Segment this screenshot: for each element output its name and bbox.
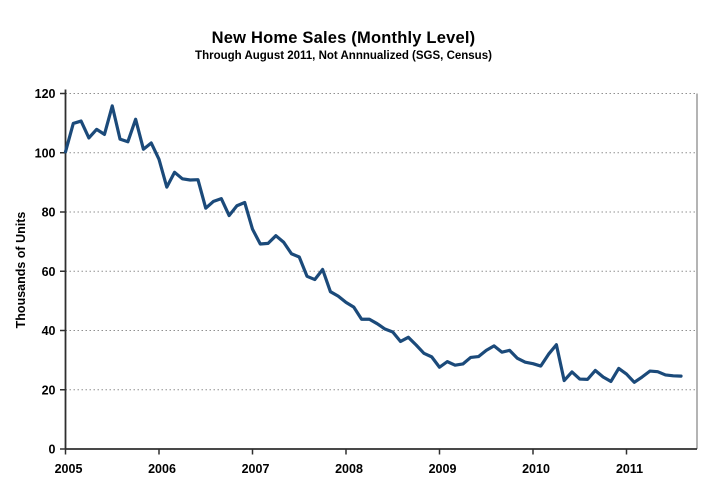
x-tick-label: 2009: [429, 462, 457, 476]
x-tick-label: 2006: [148, 462, 176, 476]
x-tick-label: 2011: [616, 462, 643, 476]
y-tick-label: 60: [42, 265, 56, 279]
x-tick-label: 2010: [522, 462, 550, 476]
y-tick-label: 40: [42, 324, 56, 338]
y-tick-label: 20: [42, 383, 56, 397]
data-line: [63, 104, 683, 384]
chart-subtitle: Through August 2011, Not Annnualized (SG…: [195, 50, 492, 62]
x-tick-label: 2007: [242, 462, 270, 476]
y-tick-label: 100: [35, 146, 56, 160]
y-tick-label: 0: [49, 443, 56, 457]
x-tick-label: 2008: [335, 462, 363, 476]
y-tick-label: 120: [35, 87, 56, 101]
x-tick-label: 2005: [55, 462, 83, 476]
chart-title: New Home Sales (Monthly Level): [211, 29, 476, 47]
y-tick-label: 80: [42, 206, 56, 220]
